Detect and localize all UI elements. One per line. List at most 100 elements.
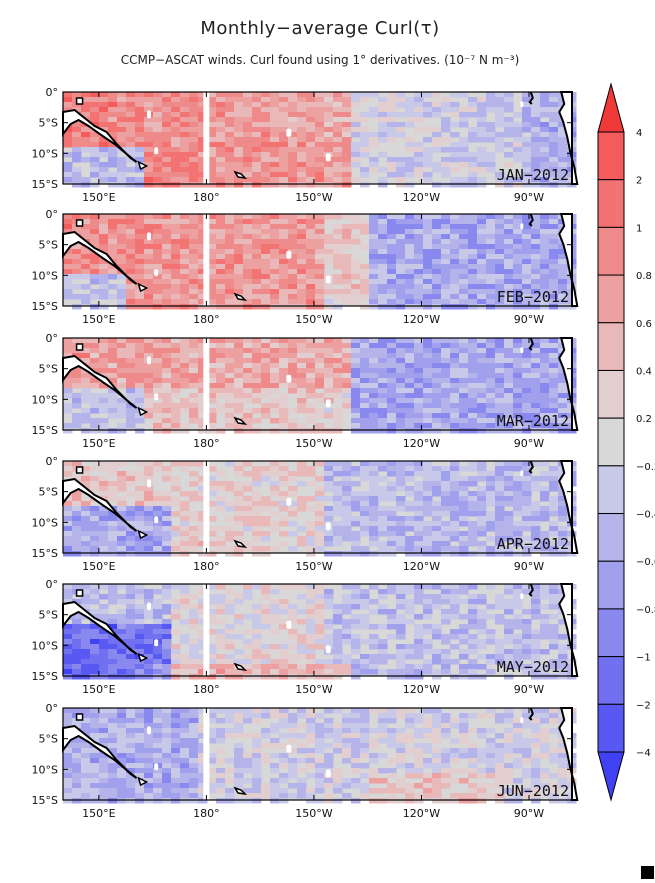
heat-cell bbox=[180, 132, 190, 138]
heat-cell bbox=[189, 609, 199, 615]
heat-cell bbox=[360, 373, 370, 379]
x-tick-label: 150°W bbox=[295, 191, 332, 204]
heat-cell bbox=[396, 177, 406, 183]
heat-cell bbox=[189, 536, 199, 542]
heat-cell bbox=[135, 353, 145, 359]
heat-cell bbox=[234, 378, 244, 384]
heat-cell bbox=[432, 423, 442, 429]
heat-cell bbox=[72, 506, 82, 512]
heat-cell bbox=[315, 214, 325, 220]
heat-cell bbox=[549, 599, 559, 605]
heat-cell bbox=[441, 348, 451, 354]
heat-cell bbox=[171, 284, 181, 290]
heat-cell bbox=[432, 358, 442, 364]
heat-cell bbox=[99, 531, 109, 537]
heat-cell bbox=[495, 413, 505, 419]
heat-cell bbox=[72, 378, 82, 384]
heat-cell bbox=[261, 343, 271, 349]
heat-cell bbox=[63, 269, 73, 275]
heat-cell bbox=[171, 373, 181, 379]
heat-cell bbox=[153, 501, 163, 507]
heat-cell bbox=[180, 294, 190, 300]
heat-cell bbox=[63, 624, 73, 630]
heat-cell bbox=[162, 259, 172, 265]
heat-cell bbox=[162, 491, 172, 497]
heat-cell bbox=[387, 107, 397, 113]
heat-cell bbox=[315, 343, 325, 349]
heat-cell bbox=[540, 358, 550, 364]
heat-cell bbox=[486, 299, 496, 305]
heat-cell bbox=[360, 413, 370, 419]
heat-cell bbox=[477, 219, 487, 225]
heat-cell bbox=[99, 594, 109, 600]
heat-cell bbox=[459, 264, 469, 270]
heat-cell bbox=[324, 167, 334, 173]
heat-cell bbox=[450, 413, 460, 419]
heat-cell bbox=[225, 239, 235, 245]
heat-cell bbox=[252, 92, 262, 98]
heat-cell bbox=[504, 476, 514, 482]
heat-cell bbox=[207, 599, 217, 605]
heat-cell bbox=[81, 526, 91, 532]
heat-cell bbox=[144, 541, 154, 547]
heat-cell bbox=[180, 669, 190, 675]
heat-cell bbox=[81, 219, 91, 225]
heat-cell bbox=[531, 353, 541, 359]
heat-cell bbox=[405, 393, 415, 399]
heat-cell bbox=[450, 476, 460, 482]
heat-cell bbox=[405, 244, 415, 250]
heat-cell bbox=[351, 403, 361, 409]
heat-cell bbox=[324, 304, 334, 310]
heat-cell bbox=[270, 589, 280, 595]
heat-cell bbox=[270, 299, 280, 305]
x-tick-label: 120°W bbox=[403, 560, 440, 573]
heat-cell bbox=[414, 373, 424, 379]
heat-cell bbox=[288, 669, 298, 675]
heat-cell bbox=[504, 92, 514, 98]
heat-cell bbox=[72, 526, 82, 532]
heat-cell bbox=[441, 368, 451, 374]
heat-cell bbox=[396, 516, 406, 522]
heat-cell bbox=[90, 224, 100, 230]
heat-cell bbox=[468, 398, 478, 404]
heat-cell bbox=[162, 264, 172, 270]
heat-cell bbox=[477, 398, 487, 404]
heat-cell bbox=[504, 122, 514, 128]
heat-cell bbox=[81, 649, 91, 655]
heat-cell bbox=[342, 254, 352, 260]
heat-cell bbox=[117, 624, 127, 630]
heat-cell bbox=[270, 132, 280, 138]
heat-cell bbox=[234, 491, 244, 497]
heat-cell bbox=[441, 428, 451, 434]
heat-cell bbox=[405, 147, 415, 153]
heat-cell bbox=[558, 244, 568, 250]
heat-cell bbox=[153, 428, 163, 434]
heat-cell bbox=[135, 244, 145, 250]
heat-cell bbox=[126, 393, 136, 399]
heat-cell bbox=[81, 708, 91, 714]
heat-cell bbox=[378, 132, 388, 138]
heat-cell bbox=[153, 132, 163, 138]
heat-cell bbox=[486, 97, 496, 103]
heat-cell bbox=[225, 353, 235, 359]
heat-cell bbox=[144, 97, 154, 103]
heat-cell bbox=[216, 304, 226, 310]
heat-cell bbox=[270, 461, 280, 467]
heat-cell bbox=[198, 92, 208, 98]
heat-cell bbox=[558, 644, 568, 650]
heat-cell bbox=[225, 486, 235, 492]
heat-cell bbox=[234, 338, 244, 344]
heat-cell bbox=[216, 659, 226, 665]
heat-cell bbox=[72, 284, 82, 290]
heat-cell bbox=[243, 674, 253, 680]
heat-cell bbox=[432, 383, 442, 389]
heat-cell bbox=[270, 599, 280, 605]
heat-cell bbox=[558, 531, 568, 537]
heat-cell bbox=[207, 418, 217, 424]
heat-cell bbox=[162, 708, 172, 714]
heat-cell bbox=[333, 304, 343, 310]
x-tick-label: 90°W bbox=[514, 191, 544, 204]
heat-cell bbox=[198, 127, 208, 133]
heat-cell bbox=[153, 609, 163, 615]
heat-cell bbox=[468, 234, 478, 240]
